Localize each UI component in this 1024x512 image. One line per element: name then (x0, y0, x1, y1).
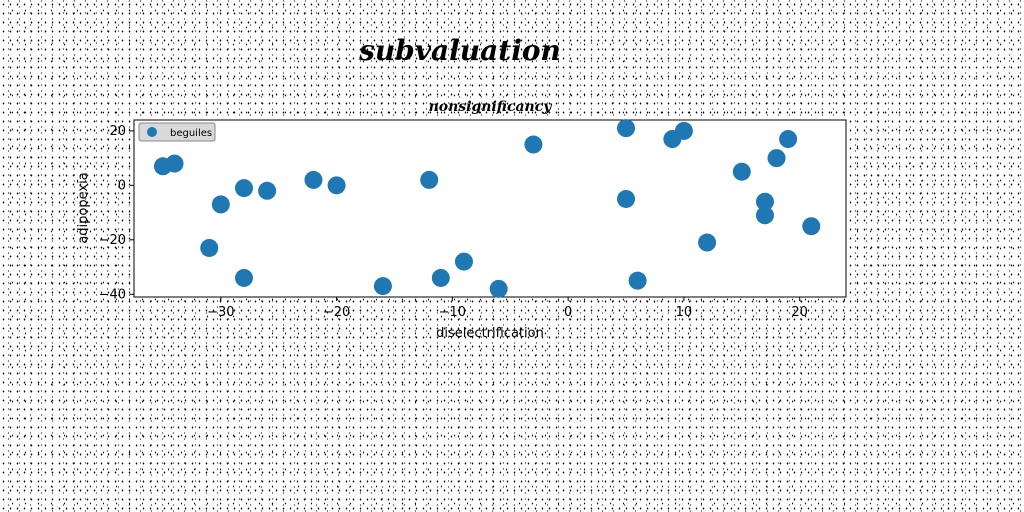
data-point (211, 195, 230, 214)
data-point (431, 268, 450, 287)
data-point (779, 130, 798, 149)
x-tick-label: 0 (564, 305, 572, 320)
legend-marker (147, 127, 157, 137)
y-tick-label: −20 (99, 233, 126, 248)
legend-box (138, 122, 216, 142)
data-point (617, 119, 636, 138)
data-point (373, 277, 392, 296)
data-point (802, 217, 821, 236)
data-point (698, 233, 717, 252)
figure-suptitle: subvaluation (359, 34, 561, 67)
data-point (304, 170, 323, 189)
y-axis: −40 −20 0 20 (99, 124, 134, 302)
data-point (234, 179, 253, 198)
data-point (617, 189, 636, 208)
y-tick-label: −40 (99, 287, 126, 302)
y-tick-label: 0 (118, 178, 126, 193)
data-point (420, 170, 439, 189)
data-point (234, 268, 253, 287)
data-point (200, 238, 219, 257)
data-point (732, 162, 751, 181)
data-point (454, 252, 473, 271)
data-point (327, 176, 346, 195)
data-point (755, 206, 774, 225)
data-point (628, 271, 647, 290)
data-point (755, 192, 774, 211)
legend: beguiles (138, 122, 216, 142)
plot-area (133, 119, 847, 298)
x-tick-label: −20 (323, 305, 350, 320)
data-point (674, 121, 693, 140)
data-point (258, 181, 277, 200)
legend-label: beguiles (170, 128, 212, 139)
x-tick-label: 10 (676, 305, 693, 320)
x-tick-label: −10 (439, 305, 466, 320)
x-axis: −30 −20 −10 0 10 20 (207, 297, 808, 320)
data-point (489, 279, 508, 298)
data-point (165, 154, 184, 173)
x-tick-label: 20 (791, 305, 808, 320)
data-point (524, 135, 543, 154)
y-axis-label: adipopexia (76, 172, 91, 243)
x-axis-label: diselectrification (436, 326, 544, 341)
data-point (767, 149, 786, 168)
chart-title: nonsignificancy (429, 99, 553, 115)
y-tick-label: 20 (109, 124, 126, 139)
x-tick-label: −30 (207, 305, 234, 320)
data-points (153, 119, 821, 298)
